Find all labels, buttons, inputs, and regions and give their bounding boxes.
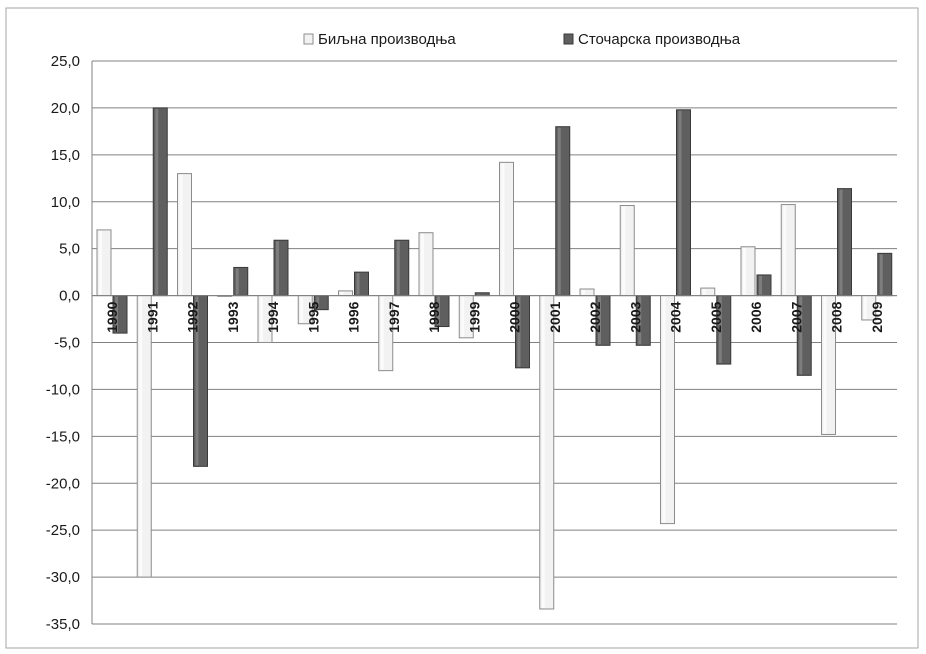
y-tick-label: 5,0 — [59, 241, 80, 258]
bar-stocarska-1993 — [233, 266, 249, 297]
y-tick-label: -20,0 — [46, 475, 80, 492]
bar-stocarska-2006 — [756, 274, 772, 297]
x-tick-label: 1992 — [185, 301, 201, 332]
y-tick-label: -30,0 — [46, 569, 80, 586]
x-tick-label: 2007 — [788, 301, 804, 332]
y-tick-label: -5,0 — [54, 335, 80, 352]
y-tick-label: -35,0 — [46, 616, 80, 633]
bar-stocarska-1991 — [152, 107, 168, 297]
bar-biljna-1990 — [96, 229, 112, 297]
bar-biljna-2001 — [539, 295, 555, 610]
legend-item-stocarska: Сточарска производња — [563, 31, 741, 48]
x-tick-label: 2001 — [547, 301, 563, 332]
x-tick-label: 1993 — [225, 301, 241, 332]
x-tick-label: 1990 — [104, 301, 120, 332]
legend-swatch — [303, 33, 314, 45]
legend-label: Биљна производња — [318, 31, 456, 48]
y-axis: 25,0 20,0 15,0 10,0 5,0 0,0 -5,0 -10,0 -15,0 -20,… — [46, 53, 93, 633]
y-tick-label: 15,0 — [51, 147, 80, 164]
bar-stocarska-1997 — [394, 239, 410, 297]
x-tick-label: 1995 — [305, 301, 321, 332]
y-tick-label: 20,0 — [51, 100, 80, 117]
x-tick-label: 2000 — [507, 301, 523, 332]
x-tick-label: 2005 — [708, 301, 724, 332]
legend-label: Сточарска производња — [578, 31, 741, 48]
x-tick-label: 2006 — [748, 301, 764, 332]
legend: Биљна производња Сточарска производња — [303, 31, 741, 48]
legend-swatch — [563, 33, 574, 45]
bar-biljna-1991 — [136, 295, 152, 578]
bar-biljna-2003 — [619, 205, 635, 297]
x-tick-label: 1997 — [386, 301, 402, 332]
bar-biljna-1996 — [338, 290, 353, 297]
x-axis: 1990 1991 1992 1993 1994 1995 1996 1997 1998 1999… — [92, 295, 897, 333]
bar-stocarska-2000 — [515, 295, 530, 369]
bars — [96, 107, 893, 610]
bar-stocarska-1994 — [273, 239, 289, 297]
bar-stocarska-2008 — [837, 188, 852, 297]
bar-biljna-2000 — [499, 161, 514, 297]
y-tick-label: 25,0 — [51, 53, 80, 70]
legend-item-biljna: Биљна производња — [303, 31, 456, 48]
bar-biljna-1992 — [177, 173, 192, 297]
x-tick-label: 2008 — [829, 301, 845, 332]
bar-biljna-2002 — [579, 288, 595, 297]
bar-biljna-2005 — [700, 287, 716, 297]
x-tick-label: 2003 — [627, 301, 643, 332]
y-tick-label: -25,0 — [46, 522, 80, 539]
bar-stocarska-2009 — [877, 252, 893, 297]
bar-stocarska-1998 — [434, 295, 450, 328]
x-tick-label: 1998 — [426, 301, 442, 332]
bar-stocarska-2001 — [555, 126, 571, 297]
x-tick-label: 1994 — [265, 301, 281, 332]
bar-biljna-2006 — [740, 246, 756, 297]
x-tick-label: 1991 — [144, 301, 160, 332]
y-tick-label: 10,0 — [51, 194, 80, 211]
x-tick-label: 1996 — [346, 301, 362, 332]
y-tick-label: 0,0 — [59, 288, 80, 305]
x-tick-label: 2002 — [587, 301, 603, 332]
bar-stocarska-2004 — [676, 109, 691, 297]
bar-stocarska-1996 — [354, 271, 369, 297]
y-tick-label: -10,0 — [46, 381, 80, 398]
y-tick-label: -15,0 — [46, 428, 80, 445]
x-tick-label: 2004 — [668, 301, 684, 332]
bar-biljna-1998 — [418, 232, 434, 297]
x-tick-label: 2009 — [869, 301, 885, 332]
bar-biljna-2007 — [780, 204, 796, 297]
x-tick-label: 1999 — [466, 301, 482, 332]
